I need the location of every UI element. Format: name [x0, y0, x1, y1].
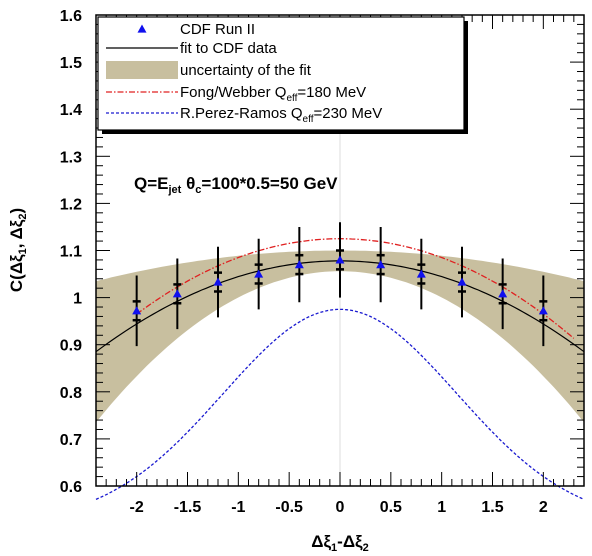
fong-webber-line [136, 238, 575, 339]
kinematics-annotation: Q=Ejet θc=100*0.5=50 GeV [134, 174, 338, 196]
y-tick-label: 0.7 [60, 432, 82, 449]
legend: CDF Run II fit to CDF data uncertainty of … [97, 16, 468, 134]
x-axis-label: Δξ1-Δξ2 [311, 532, 369, 554]
data-point [416, 269, 426, 278]
x-tick-label: 1 [437, 499, 446, 516]
x-tick-label: 0.5 [380, 499, 402, 516]
axis-layer: -2 -1.5 -1 -0.5 0 0.5 1 1.5 2 0.6 0.7 0.8 0.9 1 1.1 1.2… [7, 8, 585, 554]
data-point [498, 289, 508, 298]
legend-shadow [102, 130, 468, 134]
x-tick-label: -1 [231, 499, 245, 516]
y-tick-label: 1.3 [60, 149, 82, 166]
x-tick-label: -0.5 [275, 499, 303, 516]
y-tick-label: 0.6 [60, 479, 82, 496]
y-tick-label: 1.6 [60, 8, 82, 25]
y-tick-label: 1.1 [60, 244, 82, 261]
legend-label-perez: R.Perez-Ramos Qeff=230 MeV [180, 105, 382, 125]
data-point [335, 255, 345, 264]
data-point [538, 306, 548, 315]
x-tick-label: 2 [539, 499, 548, 516]
legend-label-band: uncertainty of the fit [180, 62, 312, 79]
y-tick-label: 0.8 [60, 385, 82, 402]
y-axis-label: C(Δξ1, Δξ2) [7, 208, 29, 292]
legend-marker-cdf [137, 24, 147, 33]
x-tick-label: -2 [130, 499, 144, 516]
data-point [213, 277, 223, 286]
data-point-layer [132, 222, 548, 347]
data-point [376, 260, 386, 269]
x-tick-label: 0 [336, 499, 345, 516]
y-tick-label: 1.2 [60, 196, 82, 213]
data-point [457, 277, 467, 286]
data-point [254, 269, 264, 278]
legend-shadow [464, 21, 468, 134]
legend-label-fong: Fong/Webber Qeff=180 MeV [180, 84, 366, 104]
x-tick-label: 1.5 [481, 499, 503, 516]
annotation-layer: Q=Ejet θc=100*0.5=50 GeV [134, 174, 338, 196]
legend-swatch-band [106, 61, 178, 79]
data-point [294, 260, 304, 269]
y-tick-label: 1.5 [60, 55, 82, 72]
y-tick-label: 0.9 [60, 338, 82, 355]
y-tick-label: 1 [73, 291, 82, 308]
y-tick-label: 1.4 [60, 102, 82, 119]
data-point [132, 306, 142, 315]
legend-label-cdf: CDF Run II [180, 21, 255, 38]
data-point [172, 289, 182, 298]
x-tick-label: -1.5 [174, 499, 202, 516]
legend-label-fit: fit to CDF data [180, 40, 277, 57]
